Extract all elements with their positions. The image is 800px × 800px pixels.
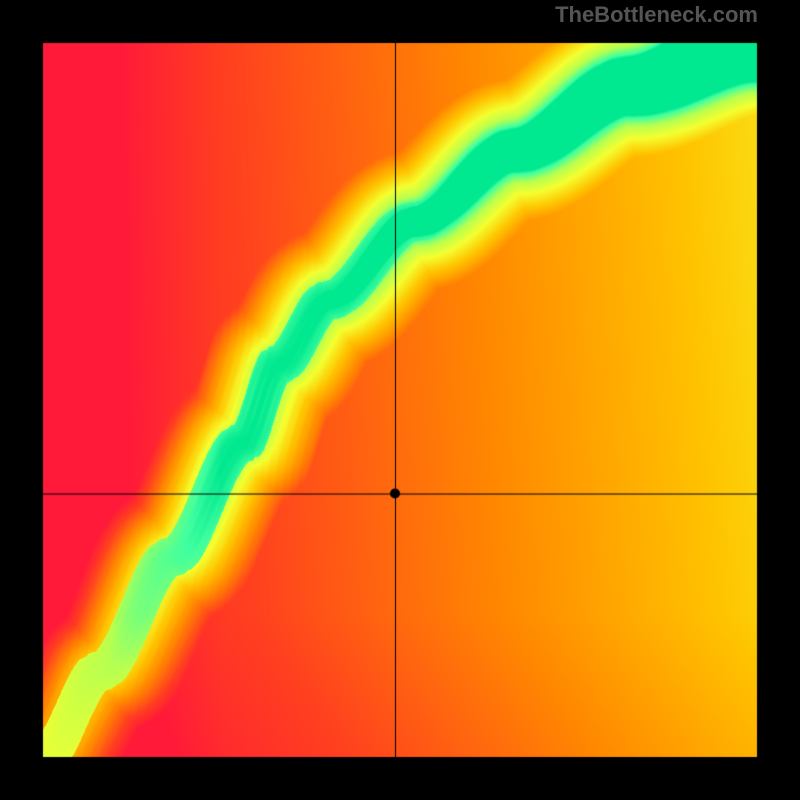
bottleneck-heatmap: [0, 0, 800, 800]
watermark-text: TheBottleneck.com: [555, 2, 758, 28]
